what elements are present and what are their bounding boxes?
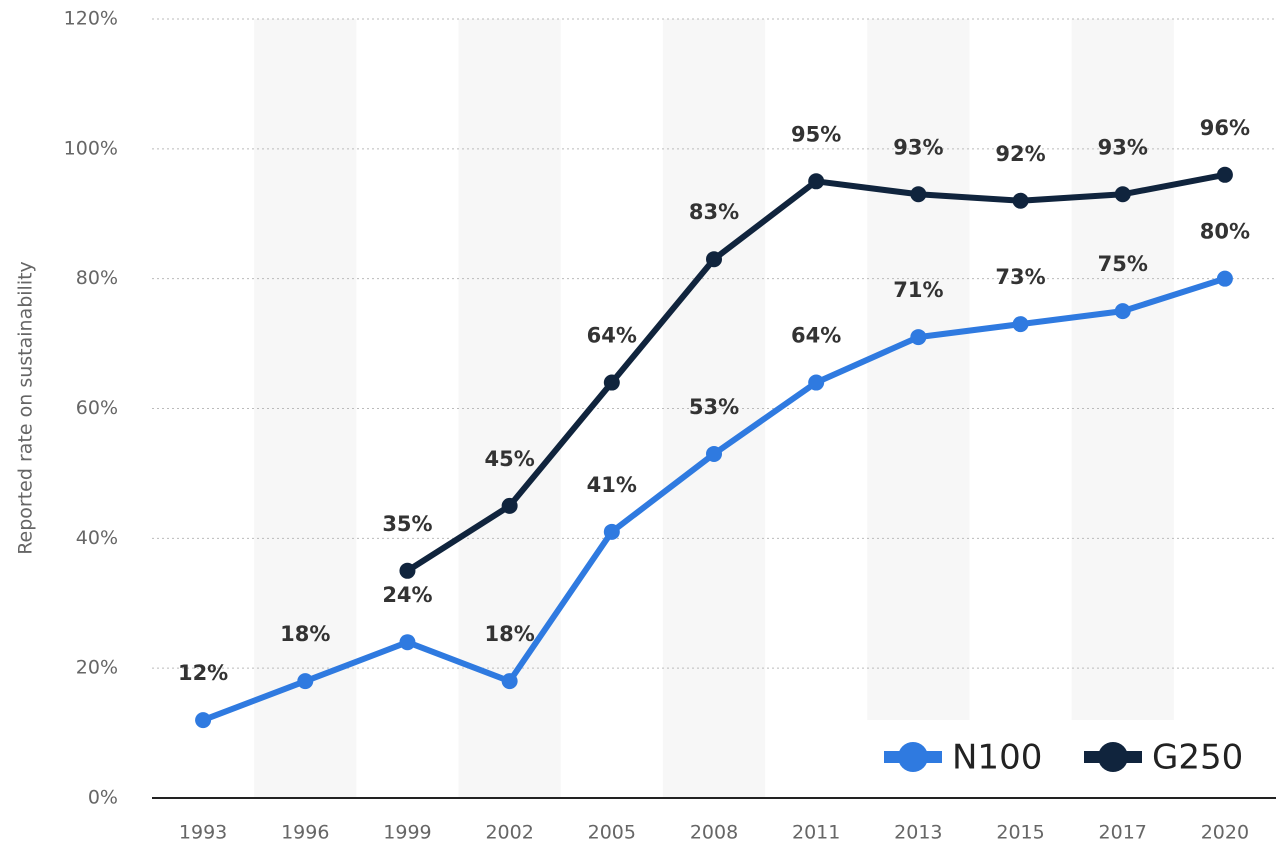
value-label: 73% bbox=[995, 265, 1045, 289]
value-label: 45% bbox=[485, 447, 535, 471]
point bbox=[399, 634, 416, 651]
value-label: 80% bbox=[1200, 220, 1250, 244]
y-axis-label: Reported rate on sustainability bbox=[15, 261, 37, 555]
y-tick-label: 60% bbox=[76, 397, 118, 419]
y-tick-label: 80% bbox=[76, 267, 118, 289]
x-tick-label: 2008 bbox=[690, 822, 738, 844]
point bbox=[195, 712, 212, 729]
point bbox=[1216, 166, 1233, 183]
point bbox=[808, 173, 825, 190]
x-tick-label: 2005 bbox=[588, 822, 636, 844]
point bbox=[1114, 186, 1131, 203]
value-label: 93% bbox=[893, 135, 943, 159]
point bbox=[1114, 303, 1131, 320]
value-label: 64% bbox=[587, 324, 637, 348]
value-label: 24% bbox=[382, 583, 432, 607]
y-tick-label: 0% bbox=[88, 787, 118, 809]
x-tick-label: 2013 bbox=[894, 822, 942, 844]
value-label: 96% bbox=[1200, 116, 1250, 140]
point bbox=[297, 673, 314, 690]
point bbox=[706, 251, 722, 268]
band-shade bbox=[867, 19, 970, 720]
point bbox=[1012, 316, 1029, 333]
point bbox=[501, 497, 518, 514]
point bbox=[399, 562, 416, 579]
legend-label: G250 bbox=[1152, 738, 1243, 778]
point bbox=[1012, 192, 1029, 209]
x-tick-label: 2011 bbox=[792, 822, 840, 844]
point bbox=[910, 329, 927, 346]
x-tick-label: 2017 bbox=[1099, 822, 1147, 844]
point bbox=[1216, 270, 1233, 287]
value-label: 18% bbox=[485, 622, 535, 646]
point bbox=[808, 374, 825, 391]
value-label: 75% bbox=[1098, 252, 1148, 276]
point bbox=[910, 186, 927, 203]
y-tick-label: 40% bbox=[76, 527, 118, 549]
point bbox=[603, 374, 620, 391]
legend-label: N100 bbox=[952, 738, 1042, 778]
y-tick-label: 120% bbox=[64, 8, 118, 30]
value-label: 18% bbox=[280, 622, 330, 646]
band-shade bbox=[1071, 19, 1174, 720]
value-label: 92% bbox=[995, 142, 1045, 166]
value-label: 93% bbox=[1098, 135, 1148, 159]
value-label: 95% bbox=[791, 122, 841, 146]
value-label: 35% bbox=[382, 512, 432, 536]
legend-marker bbox=[1098, 742, 1128, 772]
x-tick-label: 2015 bbox=[996, 822, 1044, 844]
point bbox=[706, 445, 722, 462]
value-label: 64% bbox=[791, 324, 841, 348]
value-label: 12% bbox=[178, 661, 228, 685]
point bbox=[603, 523, 620, 540]
x-tick-label: 2020 bbox=[1201, 822, 1249, 844]
y-tick-label: 20% bbox=[76, 657, 118, 679]
point bbox=[501, 673, 518, 690]
legend-marker bbox=[898, 742, 928, 772]
y-tick-label: 100% bbox=[64, 137, 118, 159]
x-tick-label: 1993 bbox=[179, 822, 227, 844]
value-label: 53% bbox=[689, 395, 739, 419]
value-label: 83% bbox=[689, 200, 739, 224]
x-tick-label: 2002 bbox=[485, 822, 533, 844]
value-label: 71% bbox=[893, 278, 943, 302]
value-label: 41% bbox=[587, 473, 637, 497]
x-tick-label: 1996 bbox=[281, 822, 329, 844]
x-tick-label: 1999 bbox=[383, 822, 431, 844]
